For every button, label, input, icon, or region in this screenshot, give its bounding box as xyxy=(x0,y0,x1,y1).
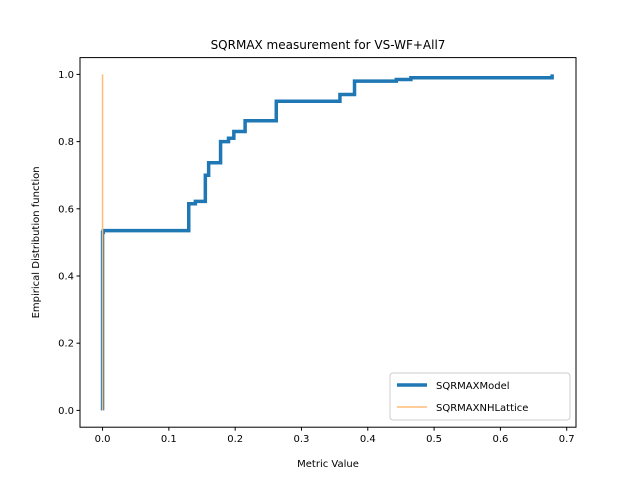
y-tick-label: 0.4 xyxy=(58,272,74,283)
x-tick-label: 0.2 xyxy=(227,434,243,445)
x-tick-label: 0.5 xyxy=(426,434,442,445)
x-tick-label: 0.0 xyxy=(95,434,111,445)
x-tick-label: 0.7 xyxy=(559,434,575,445)
y-tick-label: 0.6 xyxy=(58,204,74,215)
chart-title: SQRMAX measurement for VS-WF+All7 xyxy=(211,38,446,52)
legend-box xyxy=(389,372,571,421)
y-tick-label: 1.0 xyxy=(58,70,74,81)
y-tick-label: 0.2 xyxy=(58,339,74,350)
plot-series xyxy=(100,74,554,411)
x-axis-label: Metric Value xyxy=(297,459,359,470)
y-axis: 0.0 0.2 0.4 0.6 0.8 1.0 xyxy=(58,70,80,417)
x-tick-label: 0.3 xyxy=(294,434,310,445)
y-axis-label: Empirical Distribution function xyxy=(31,166,42,318)
x-tick-label: 0.4 xyxy=(360,434,376,445)
legend: SQRMAXModel SQRMAXNHLattice xyxy=(389,372,571,421)
legend-label-sqrmaxnhlattice: SQRMAXNHLattice xyxy=(436,403,528,414)
x-tick-label: 0.1 xyxy=(161,434,177,445)
plot-frame xyxy=(79,57,577,428)
y-tick-label: 0.0 xyxy=(58,406,74,417)
y-tick-label: 0.8 xyxy=(58,137,74,148)
x-tick-label: 0.6 xyxy=(492,434,508,445)
legend-label-sqrmaxmodel: SQRMAXModel xyxy=(436,381,510,392)
series-line-sqrmaxmodel xyxy=(100,74,554,411)
x-axis: 0.0 0.1 0.2 0.3 0.4 0.5 0.6 0.7 xyxy=(95,427,575,445)
